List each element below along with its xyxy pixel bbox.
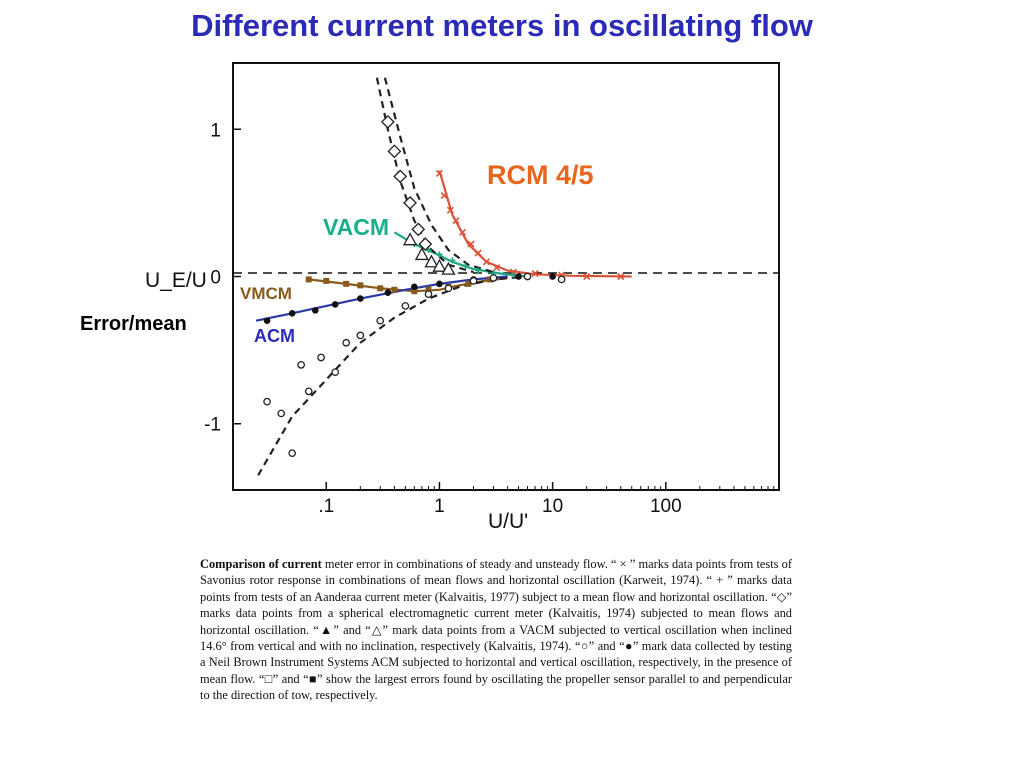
data-point xyxy=(424,254,439,268)
data-point xyxy=(449,257,456,264)
data-point xyxy=(474,249,482,257)
data-point xyxy=(393,169,408,184)
data-point xyxy=(377,285,384,292)
figure-caption: Comparison of current meter error in com… xyxy=(200,556,792,704)
data-point xyxy=(357,282,364,289)
caption-text: meter error in combinations of steady an… xyxy=(200,557,792,703)
data-point xyxy=(510,272,517,279)
data-point xyxy=(467,240,475,248)
slide-title: Different current meters in oscillating … xyxy=(191,8,813,43)
data-point xyxy=(288,310,296,317)
data-point xyxy=(380,114,395,129)
series-fit-line xyxy=(257,275,528,476)
data-point xyxy=(331,368,340,377)
data-point xyxy=(357,295,364,302)
x-tick-label: 1 xyxy=(434,496,445,517)
data-point xyxy=(435,169,444,177)
data-point xyxy=(387,144,402,159)
data-point xyxy=(411,283,418,291)
label-acm: ACM xyxy=(254,326,295,346)
data-point xyxy=(444,284,453,293)
data-point xyxy=(436,251,443,258)
y-tick-label: -1 xyxy=(204,415,221,436)
data-point xyxy=(401,302,410,310)
data-point xyxy=(391,286,398,293)
label-vacm: VACM xyxy=(323,214,390,240)
data-point xyxy=(311,307,319,314)
data-point xyxy=(414,247,430,261)
x-tick-label: .1 xyxy=(318,496,334,517)
data-point xyxy=(277,409,286,418)
data-point xyxy=(376,316,385,325)
data-point xyxy=(452,216,460,225)
data-point xyxy=(482,258,490,266)
label-vmcm: VMCM xyxy=(240,284,292,303)
data-point xyxy=(425,246,432,253)
data-point xyxy=(531,269,539,278)
series-fit-line xyxy=(383,77,494,274)
data-point xyxy=(557,275,566,284)
x-tick-label: 100 xyxy=(650,496,682,517)
data-point xyxy=(384,289,392,296)
data-point xyxy=(418,237,433,252)
data-point xyxy=(458,228,467,236)
data-point xyxy=(617,272,625,281)
data-point xyxy=(441,261,456,275)
data-point xyxy=(288,449,297,458)
data-point xyxy=(263,397,271,406)
data-point xyxy=(475,267,482,274)
data-point xyxy=(515,273,522,280)
x-tick-label: 10 xyxy=(542,496,563,517)
y-tick-label: 1 xyxy=(210,120,221,141)
data-point xyxy=(469,277,478,285)
y-tick-label: 0 xyxy=(210,268,221,289)
label-rcm: RCM 4/5 xyxy=(487,160,594,190)
data-point xyxy=(342,338,351,347)
data-point xyxy=(424,290,433,299)
data-point xyxy=(440,191,448,200)
data-point xyxy=(549,273,556,280)
caption-lead: Comparison of current xyxy=(200,557,322,571)
data-point xyxy=(432,258,447,272)
data-point xyxy=(446,206,454,214)
data-point xyxy=(583,272,591,281)
y-axis-label: U_E/U xyxy=(145,269,207,292)
data-point xyxy=(436,280,443,288)
data-point xyxy=(523,272,532,281)
data-point xyxy=(403,195,417,210)
data-point xyxy=(305,276,312,283)
data-point xyxy=(402,232,418,246)
data-point xyxy=(425,286,432,293)
data-point xyxy=(297,360,305,369)
data-point xyxy=(331,301,339,308)
error-mean-label: Error/mean xyxy=(80,313,187,335)
data-point xyxy=(493,264,501,272)
data-point xyxy=(462,263,469,270)
data-point xyxy=(263,317,271,324)
data-point xyxy=(343,280,350,287)
data-point xyxy=(323,277,330,284)
series-fit-line xyxy=(255,275,508,322)
data-point xyxy=(411,288,418,295)
data-point xyxy=(317,353,325,362)
data-point xyxy=(356,331,365,340)
data-point xyxy=(489,274,498,282)
data-point xyxy=(465,280,472,287)
data-point xyxy=(411,222,426,237)
x-axis-label: U/U' xyxy=(488,510,528,533)
data-point xyxy=(304,387,313,396)
